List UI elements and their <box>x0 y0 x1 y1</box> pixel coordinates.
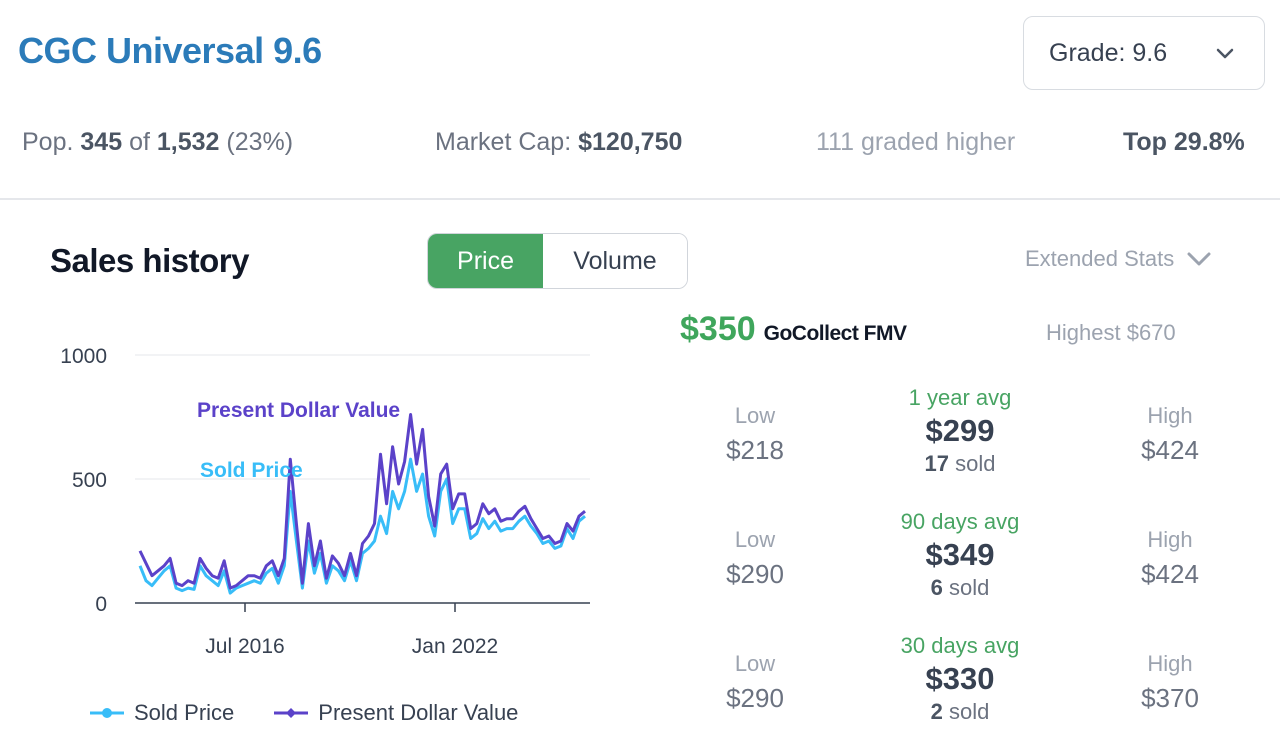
market-cap-stat: Market Cap: $120,750 <box>435 128 682 157</box>
sold-count: 17 sold <box>860 451 1060 477</box>
volume-toggle-button[interactable]: Volume <box>543 234 687 288</box>
fmv-block: $350 GoCollect FMV <box>680 310 907 349</box>
population-stat: Pop. 345 of 1,532 (23%) <box>22 128 293 157</box>
high-value: $424 <box>1141 559 1199 589</box>
avg-row-30-days: Low $290 30 days avg $330 2 sold High $3… <box>690 633 1250 743</box>
pop-label: Pop. <box>22 128 74 156</box>
price-toggle-button[interactable]: Price <box>428 234 543 288</box>
legend-sold-price-label: Sold Price <box>134 700 235 725</box>
y-tick-label: 1000 <box>60 345 107 368</box>
high-label: High <box>1147 651 1193 676</box>
top-pct-value: Top 29.8% <box>1123 128 1245 156</box>
pop-total: 1,532 <box>156 128 220 156</box>
low-stat: Low $290 <box>690 527 820 590</box>
low-stat: Low $290 <box>690 651 820 714</box>
sold-number: 17 <box>924 451 949 476</box>
y-tick-label: 0 <box>95 593 107 616</box>
legend-present-dollar-value[interactable]: Present Dollar Value <box>274 700 518 726</box>
y-tick-label: 500 <box>72 469 107 492</box>
avg-value: $330 <box>925 661 995 696</box>
price-volume-toggle: Price Volume <box>427 233 688 289</box>
sold-word: sold <box>949 699 990 724</box>
high-value: $370 <box>1141 683 1199 713</box>
sold-price-line <box>138 457 586 595</box>
low-label: Low <box>734 403 776 428</box>
avg-value: $349 <box>925 537 995 572</box>
x-tick-label: Jul 2016 <box>205 635 284 658</box>
legend-sold-price-marker <box>90 708 124 718</box>
legend-present-value-marker <box>274 708 309 718</box>
fmv-value: $350 <box>680 310 756 348</box>
high-stat: High $424 <box>1105 403 1235 466</box>
x-tick-label: Jan 2022 <box>412 635 498 658</box>
extended-stats-button[interactable]: Extended Stats <box>1025 246 1212 272</box>
extended-stats-label: Extended Stats <box>1025 246 1175 271</box>
high-stat: High $424 <box>1105 527 1235 590</box>
low-value: $218 <box>726 435 784 465</box>
sold-number: 2 <box>930 699 943 724</box>
pop-count: 345 <box>80 128 123 156</box>
legend-sold-price[interactable]: Sold Price <box>90 700 234 726</box>
legend-present-value-label: Present Dollar Value <box>318 700 519 725</box>
grade-select-label: Grade: 9.6 <box>1049 38 1168 67</box>
sold-word: sold <box>949 575 990 600</box>
annotation-present-dollar-value: Present Dollar Value <box>197 399 400 422</box>
pop-pct: (23%) <box>226 128 294 156</box>
avg-period: 1 year avg <box>908 385 1012 410</box>
top-percent-stat: Top 29.8% <box>1123 128 1245 157</box>
pop-of: of <box>129 128 150 156</box>
sales-history-chart: 0 500 1000 Jul 2016 Jan 2022 Present Dollar V… <box>60 345 590 658</box>
low-label: Low <box>734 651 776 676</box>
low-stat: Low $218 <box>690 403 820 466</box>
high-label: High <box>1147 527 1193 552</box>
chart-legend: Sold Price Present Dollar Value <box>90 700 518 726</box>
chevron-down-icon <box>1187 252 1211 266</box>
sales-history-title: Sales history <box>50 242 249 279</box>
avg-period: 30 days avg <box>900 633 1020 658</box>
high-stat: High $370 <box>1105 651 1235 714</box>
avg-stat: 90 days avg $349 6 sold <box>860 509 1060 601</box>
avg-row-90-days: Low $290 90 days avg $349 6 sold High $4… <box>690 509 1250 619</box>
population-stats: Pop. 345 of 1,532 (23%) Market Cap: $120… <box>0 128 1280 164</box>
sold-number: 6 <box>930 575 943 600</box>
market-cap-label: Market Cap: <box>435 128 572 156</box>
sold-count: 6 sold <box>860 575 1060 601</box>
page-title: CGC Universal 9.6 <box>18 30 322 71</box>
avg-period: 90 days avg <box>900 509 1020 534</box>
market-cap-value: $120,750 <box>578 128 683 156</box>
avg-stat: 1 year avg $299 17 sold <box>860 385 1060 477</box>
highest-sale: Highest $670 <box>1046 320 1176 345</box>
avg-value: $299 <box>925 413 995 448</box>
avg-stat: 30 days avg $330 2 sold <box>860 633 1060 725</box>
high-label: High <box>1147 403 1193 428</box>
graded-higher-stat: 111 graded higher <box>816 128 1016 156</box>
grade-select[interactable]: Grade: 9.6 <box>1023 16 1265 90</box>
low-value: $290 <box>726 559 784 589</box>
sold-word: sold <box>955 451 996 476</box>
section-divider <box>0 198 1280 200</box>
annotation-sold-price: Sold Price <box>200 459 303 482</box>
low-value: $290 <box>726 683 784 713</box>
high-value: $424 <box>1141 435 1199 465</box>
fmv-label: GoCollect FMV <box>763 322 907 345</box>
present-dollar-value-line <box>138 413 586 590</box>
chevron-down-icon <box>1216 48 1234 59</box>
sold-count: 2 sold <box>860 699 1060 725</box>
low-label: Low <box>734 527 776 552</box>
avg-row-1-year: Low $218 1 year avg $299 17 sold High $4… <box>690 385 1250 495</box>
